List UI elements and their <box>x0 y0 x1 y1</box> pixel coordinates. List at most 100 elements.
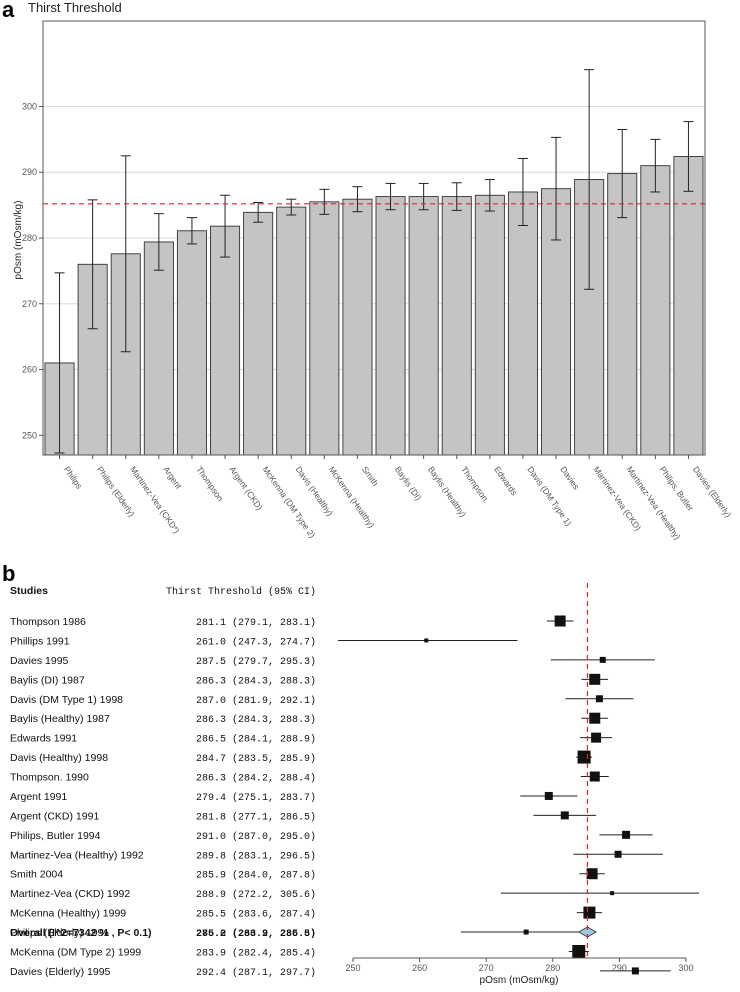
study-name: Phillips 1991 <box>10 635 70 647</box>
x-tick-label: 280 <box>545 963 560 973</box>
study-estimate-square <box>544 791 553 800</box>
x-tick-label: Argent <box>161 464 184 491</box>
study-estimate-square <box>610 891 615 896</box>
forest-header-ci: Thirst Threshold (95% CI) <box>166 586 316 598</box>
study-name: Davis (Healthy) 1998 <box>10 752 108 764</box>
bar <box>474 194 505 456</box>
study-name: McKenna (Healthy) 1999 <box>10 908 126 920</box>
study-ci-text: 276.0 (266.2, 285.8) <box>196 928 316 940</box>
study-estimate-square <box>572 944 586 958</box>
bar <box>507 191 538 456</box>
study-ci-text: 286.3 (284.2, 288.4) <box>196 773 316 785</box>
bar <box>243 211 274 456</box>
plot-border <box>42 20 706 456</box>
x-tick-label: Baylis (DI) <box>393 464 424 502</box>
bar-chart-title: Thirst Threshold <box>28 0 122 15</box>
study-ci-text: 286.3 (284.3, 288.3) <box>196 714 316 726</box>
study-estimate-square <box>554 615 566 627</box>
study-estimate-square <box>523 929 529 935</box>
x-tick-label: Thompson. <box>459 464 492 505</box>
study-ci-text: 287.0 (281.9, 292.1) <box>196 695 316 707</box>
study-name: Davies (Elderly) 1995 <box>10 966 111 978</box>
x-tick-label: 260 <box>412 963 427 973</box>
study-ci-text: 286.3 (284.3, 288.3) <box>196 675 316 687</box>
study-name: Argent (CKD) 1991 <box>10 810 99 822</box>
x-tick-label: Thompson <box>194 464 225 503</box>
study-estimate-square <box>599 656 606 663</box>
forest-plot-axes: 250 260 270 280 290 300 <box>345 957 694 973</box>
bar <box>210 225 241 456</box>
bar-chart-bars <box>44 69 704 456</box>
study-ci-text: 285.9 (284.0, 287.8) <box>196 870 316 882</box>
study-name: Davis (DM Type 1) 1998 <box>10 694 123 706</box>
bar <box>143 241 174 456</box>
bar <box>176 230 207 456</box>
study-name: Thompson. 1990 <box>10 772 89 784</box>
bar <box>309 201 340 456</box>
study-estimate-square <box>614 850 622 858</box>
study-ci-text: 285.5 (283.6, 287.4) <box>196 909 316 921</box>
study-ci-text: 289.8 (283.1, 296.5) <box>196 850 316 862</box>
x-tick-label: 290 <box>612 963 627 973</box>
study-name: Edwards 1991 <box>10 733 77 745</box>
bar <box>673 156 704 456</box>
x-tick-label: Philips, Butler <box>658 464 696 512</box>
study-name: Smith 2004 <box>10 869 63 881</box>
x-tick-label: Argent (CKD) <box>227 464 265 512</box>
study-ci-text: 286.5 (284.1, 288.9) <box>196 734 316 746</box>
study-ci-text: 279.4 (275.1, 283.7) <box>196 792 316 804</box>
study-estimate-square <box>589 771 600 782</box>
study-ci-text: 281.1 (279.1, 283.1) <box>196 617 316 629</box>
study-estimate-square <box>560 811 569 820</box>
study-estimate-square <box>589 712 601 724</box>
bar <box>607 173 638 456</box>
study-estimate-square <box>583 906 596 919</box>
study-ci-text: 284.7 (283.5, 285.9) <box>196 753 316 765</box>
study-name: Martinez-Vea (Healthy) 1992 <box>10 849 144 861</box>
study-name: Argent 1991 <box>10 791 67 803</box>
study-ci-text: 292.4 (287.1, 297.7) <box>196 967 316 979</box>
bar <box>441 196 472 456</box>
y-tick-label: 280 <box>22 233 37 243</box>
study-name: Baylis (DI) 1987 <box>10 674 85 686</box>
study-ci-text: 291.0 (287.0, 295.0) <box>196 831 316 843</box>
overall-ci-text: 285.2 (283.9, 286.5) <box>196 928 316 940</box>
bar <box>375 196 406 456</box>
bar-chart-gridlines <box>43 105 705 436</box>
x-tick-label: 250 <box>345 963 360 973</box>
forest-plot-rows: Thompson 1986 281.1 (279.1, 283.1) Phillip… <box>10 583 699 979</box>
study-ci-text: 287.5 (279.7, 295.3) <box>196 656 316 668</box>
bar <box>640 165 671 456</box>
bar <box>276 206 307 456</box>
study-name: Philips, Butler 1994 <box>10 830 101 842</box>
study-name: Davies 1995 <box>10 655 69 667</box>
y-tick-label: 300 <box>22 101 37 111</box>
x-tick-label: Davies <box>558 464 581 491</box>
study-estimate-square <box>577 750 591 764</box>
x-tick-label: Philips <box>62 464 85 490</box>
study-ci-text: 283.9 (282.4, 285.4) <box>196 947 316 959</box>
study-name: McKenna (DM Type 2) 1999 <box>10 946 141 958</box>
forest-x-axis-label: pOsm (mOsm/kg) <box>480 975 559 986</box>
bar-chart-y-axis-label: pOsm (mOsm/kg) <box>13 201 24 280</box>
bar <box>342 198 373 456</box>
study-estimate-square <box>622 830 631 839</box>
study-ci-text: 261.0 (247.3, 274.7) <box>196 636 316 648</box>
study-estimate-square <box>589 673 601 685</box>
panel-a-letter: a <box>2 0 15 22</box>
study-name: Philips (Elderly) 1991 <box>10 927 109 939</box>
y-tick-label: 250 <box>22 430 37 440</box>
y-tick-label: 270 <box>22 299 37 309</box>
x-tick-label: 300 <box>678 963 693 973</box>
study-name: Thompson 1986 <box>10 616 86 628</box>
study-estimate-square <box>631 967 639 975</box>
x-tick-label: Smith <box>360 464 381 488</box>
study-estimate-square <box>586 868 598 880</box>
overall-label: Overall (I^2=7342 % , P< 0.1) <box>10 927 152 939</box>
x-tick-label: Edwards <box>492 464 519 497</box>
overall-diamond <box>577 926 597 938</box>
panel-b-letter: b <box>2 561 15 586</box>
forest-header-studies: Studies <box>10 585 48 597</box>
study-ci-text: 288.9 (272.2, 305.6) <box>196 889 316 901</box>
